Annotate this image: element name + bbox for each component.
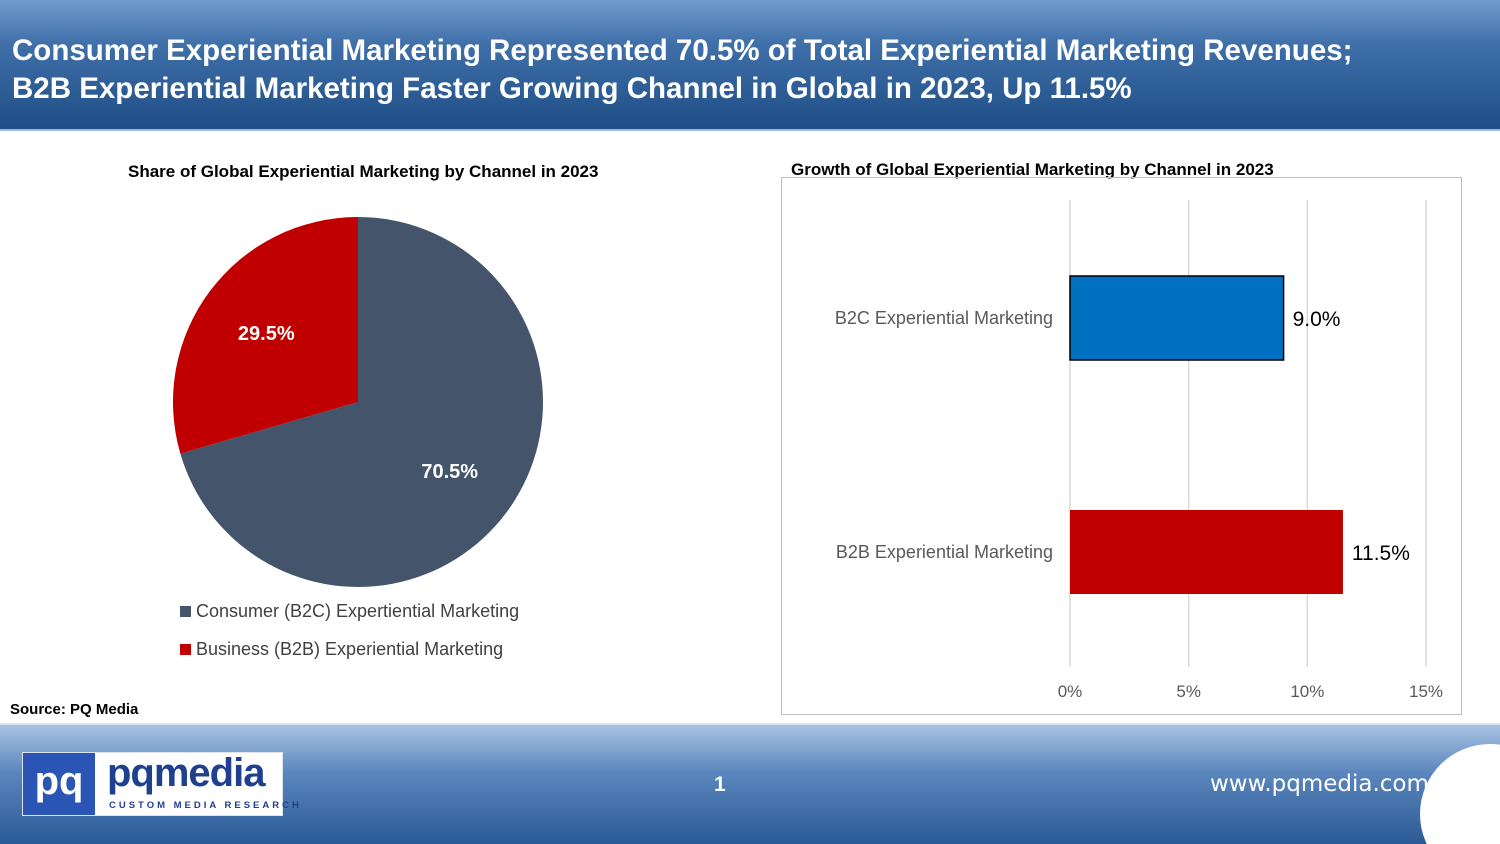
x-tick-label-1: 5% (1176, 682, 1201, 701)
page-title-line1: Consumer Experiential Marketing Represen… (12, 34, 1353, 67)
logo-wordmark: pqmedia (107, 751, 265, 795)
category-label-0: B2C Experiential Marketing (835, 308, 1053, 328)
page-title: Consumer Experiential Marketing Represen… (12, 32, 1482, 108)
footer-corner-curve (1420, 744, 1500, 844)
bar-0 (1069, 275, 1285, 361)
pie-slice-label-1: 29.5% (238, 323, 295, 345)
legend-swatch-b2b (180, 644, 191, 655)
pie-chart: 70.5% 29.5% (172, 217, 543, 587)
bar-1 (1070, 510, 1343, 594)
x-tick-label-3: 15% (1409, 682, 1443, 701)
pie-slice-1 (172, 217, 358, 454)
legend-swatch-b2c (180, 606, 191, 617)
pie-slice-0 (180, 217, 543, 587)
bar-chart-frame (781, 177, 1462, 715)
page-title-line2: B2B Experiential Marketing Faster Growin… (12, 72, 1132, 105)
legend-label-b2b: Business (B2B) Experiential Marketing (196, 639, 504, 659)
source-note: Source: PQ Media (10, 701, 139, 718)
pqmedia-logo: pq pqmedia CUSTOM MEDIA RESEARCH (22, 751, 299, 816)
bar-value-label-1: 11.5% (1352, 542, 1410, 565)
footer-banner: pq pqmedia CUSTOM MEDIA RESEARCH 1 www.p… (0, 723, 1500, 844)
x-tick-label-0: 0% (1058, 682, 1083, 701)
pie-chart-title: Share of Global Experiential Marketing b… (128, 162, 599, 181)
page-number: 1 (714, 773, 726, 796)
header-banner: Consumer Experiential Marketing Represen… (0, 0, 1500, 131)
bar-value-label-0: 9.0% (1293, 308, 1341, 331)
x-tick-label-2: 10% (1290, 682, 1324, 701)
logo-tagline: CUSTOM MEDIA RESEARCH (109, 800, 302, 811)
bar-chart: 0% 5% 10% 15% B2C Experiential Marketing 9.0%… (835, 200, 1443, 701)
website-url: www.pqmedia.com (1210, 771, 1429, 797)
category-label-1: B2B Experiential Marketing (836, 542, 1053, 562)
pie-slice-label-0: 70.5% (421, 461, 478, 483)
legend-label-b2c: Consumer (B2C) Expertiential Marketing (196, 601, 520, 621)
logo-pq-mark: pq (23, 753, 95, 815)
legend-item-b2b: Business (B2B) Experiential Marketing (180, 639, 503, 660)
bar-chart-title: Growth of Global Experiential Marketing … (791, 160, 1274, 179)
legend-item-b2c: Consumer (B2C) Expertiential Marketing (180, 601, 519, 622)
